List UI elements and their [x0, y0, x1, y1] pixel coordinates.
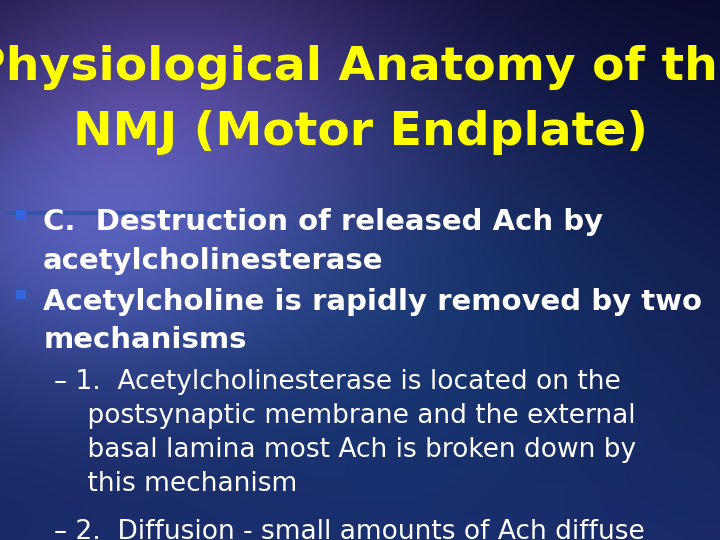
Text: NMJ (Motor Endplate): NMJ (Motor Endplate): [73, 110, 647, 155]
Text: postsynaptic membrane and the external: postsynaptic membrane and the external: [54, 403, 636, 429]
Text: – 1.  Acetylcholinesterase is located on the: – 1. Acetylcholinesterase is located on …: [54, 369, 621, 395]
Text: mechanisms: mechanisms: [43, 327, 247, 354]
Text: this mechanism: this mechanism: [54, 471, 297, 497]
Text: – 2.  Diffusion - small amounts of Ach diffuse: – 2. Diffusion - small amounts of Ach di…: [54, 519, 644, 540]
Text: C.  Destruction of released Ach by: C. Destruction of released Ach by: [43, 208, 603, 236]
Text: basal lamina most Ach is broken down by: basal lamina most Ach is broken down by: [54, 437, 636, 463]
Text: acetylcholinesterase: acetylcholinesterase: [43, 247, 384, 275]
FancyBboxPatch shape: [16, 290, 26, 300]
FancyBboxPatch shape: [16, 210, 26, 220]
Text: Physiological Anatomy of the: Physiological Anatomy of the: [0, 45, 720, 90]
Text: Acetylcholine is rapidly removed by two: Acetylcholine is rapidly removed by two: [43, 288, 702, 315]
